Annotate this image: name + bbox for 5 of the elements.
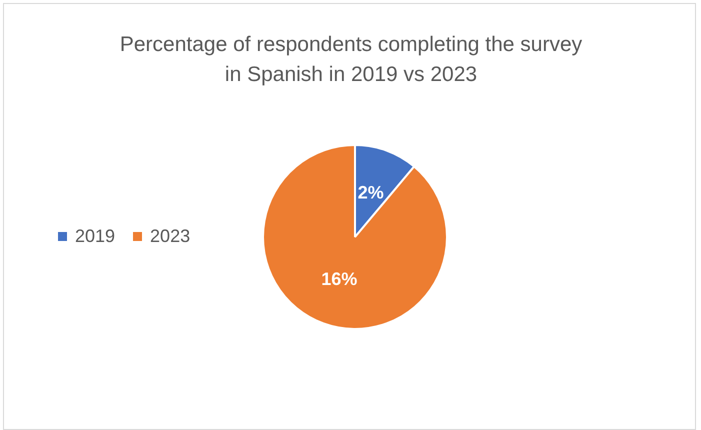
chart-title: Percentage of respondents completing the survey in Spanish in 2019 vs 2023 <box>120 32 583 86</box>
legend-label: 2019 <box>75 226 116 247</box>
legend-label: 2023 <box>150 226 190 247</box>
data-label: 2% <box>358 182 384 203</box>
data-label: 16% <box>321 269 358 290</box>
